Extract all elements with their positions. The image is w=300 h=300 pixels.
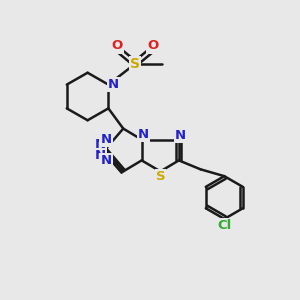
Text: N: N <box>108 78 119 91</box>
Text: N: N <box>100 133 112 146</box>
Text: O: O <box>147 40 159 52</box>
Text: S: S <box>130 57 140 71</box>
Text: S: S <box>156 170 165 183</box>
Text: N: N <box>95 149 106 162</box>
Text: Cl: Cl <box>217 219 231 232</box>
Text: N: N <box>95 138 106 151</box>
Text: O: O <box>112 40 123 52</box>
Text: N: N <box>175 129 186 142</box>
Text: N: N <box>100 154 112 167</box>
Text: N: N <box>138 128 149 141</box>
